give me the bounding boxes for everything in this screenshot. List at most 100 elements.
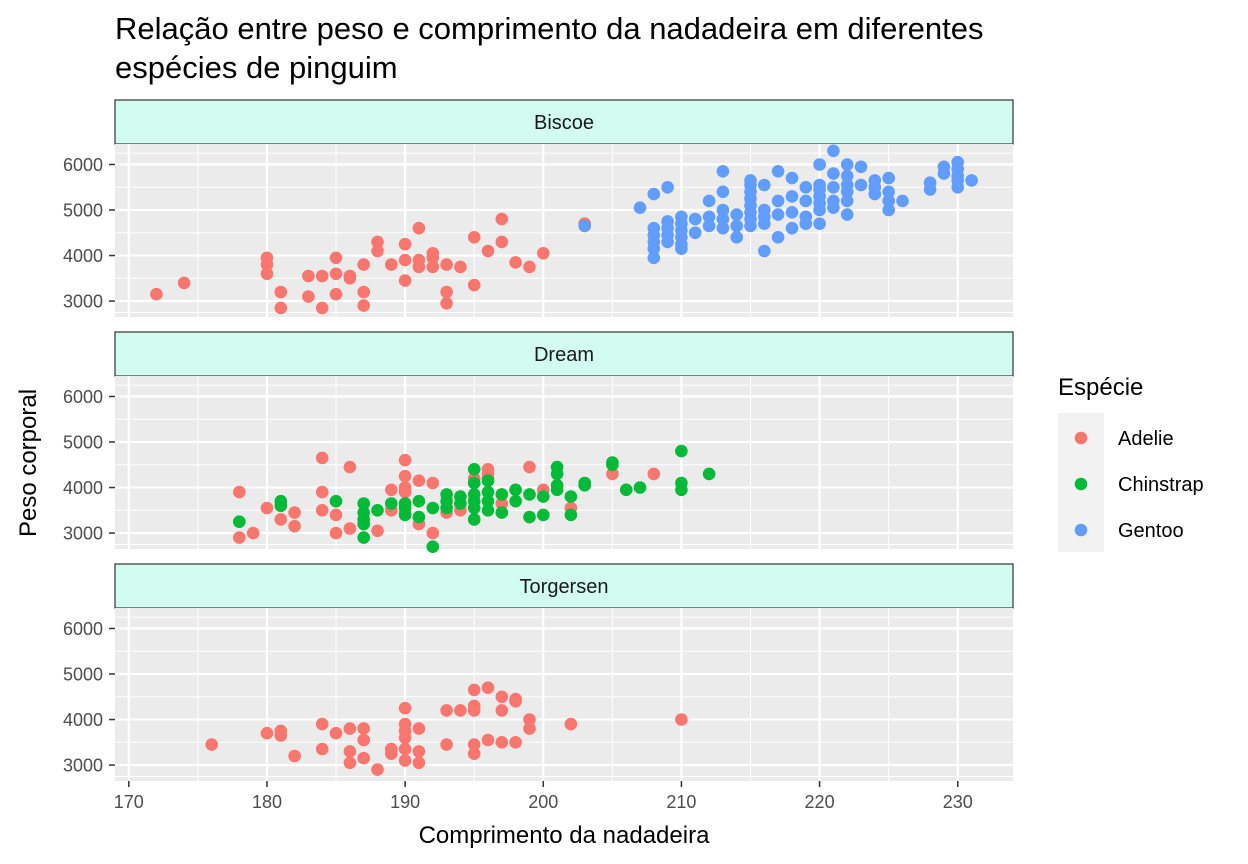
point-adelie bbox=[302, 269, 315, 283]
point-adelie bbox=[398, 731, 412, 745]
point-adelie bbox=[357, 299, 371, 312]
point-chinstrap bbox=[675, 483, 688, 497]
point-chinstrap bbox=[619, 483, 633, 497]
point-gentoo bbox=[785, 171, 799, 185]
point-gentoo bbox=[647, 242, 661, 255]
point-adelie bbox=[315, 742, 329, 756]
point-gentoo bbox=[882, 203, 895, 217]
legend-title: Espécie bbox=[1058, 374, 1143, 401]
point-gentoo bbox=[840, 185, 854, 199]
facet-torgersen: Torgersen 3000 4000 5000 6000 bbox=[63, 563, 1014, 781]
point-gentoo bbox=[702, 210, 716, 224]
point-adelie bbox=[260, 501, 274, 515]
point-chinstrap bbox=[467, 513, 481, 526]
point-gentoo bbox=[771, 231, 785, 244]
point-gentoo bbox=[661, 235, 674, 249]
point-adelie bbox=[260, 258, 274, 271]
point-adelie bbox=[537, 247, 550, 260]
point-gentoo bbox=[785, 206, 799, 219]
point-adelie bbox=[274, 513, 288, 526]
point-adelie bbox=[467, 683, 481, 697]
point-adelie bbox=[440, 738, 453, 751]
point-gentoo bbox=[854, 178, 868, 192]
point-chinstrap bbox=[537, 490, 550, 503]
point-adelie bbox=[398, 274, 412, 287]
point-gentoo bbox=[758, 217, 771, 230]
point-adelie bbox=[440, 297, 453, 310]
point-chinstrap bbox=[371, 504, 384, 517]
point-adelie bbox=[412, 221, 426, 235]
point-chinstrap bbox=[454, 497, 467, 510]
point-adelie bbox=[385, 483, 398, 497]
point-adelie bbox=[454, 704, 467, 717]
point-adelie bbox=[467, 231, 481, 244]
point-chinstrap bbox=[675, 444, 688, 458]
point-gentoo bbox=[813, 217, 826, 230]
point-gentoo bbox=[647, 187, 661, 201]
y-tick-label: 4000 bbox=[63, 478, 103, 498]
point-gentoo bbox=[785, 190, 799, 203]
point-adelie bbox=[412, 722, 426, 735]
point-gentoo bbox=[688, 226, 702, 240]
facet-strip-label: Biscoe bbox=[534, 112, 594, 134]
point-adelie bbox=[329, 287, 343, 301]
point-chinstrap bbox=[274, 499, 288, 513]
point-adelie bbox=[481, 244, 495, 258]
legend-label-chinstrap: Chinstrap bbox=[1118, 474, 1204, 496]
legend: Espécie Adelie Chinstrap Gentoo bbox=[1058, 374, 1204, 552]
point-adelie bbox=[343, 460, 357, 474]
point-chinstrap bbox=[537, 508, 550, 522]
point-adelie bbox=[315, 451, 329, 465]
point-adelie bbox=[398, 742, 412, 756]
point-chinstrap bbox=[481, 494, 495, 508]
y-tick-label: 3000 bbox=[63, 292, 103, 312]
point-adelie bbox=[288, 506, 301, 519]
point-adelie bbox=[412, 260, 426, 274]
point-gentoo bbox=[813, 158, 826, 171]
point-adelie bbox=[329, 267, 343, 281]
point-adelie bbox=[509, 736, 522, 749]
point-gentoo bbox=[730, 208, 743, 221]
point-adelie bbox=[343, 272, 357, 285]
legend-key-adelie bbox=[1074, 431, 1088, 445]
point-adelie bbox=[467, 704, 481, 717]
point-adelie bbox=[509, 695, 522, 708]
x-tick-label: 190 bbox=[390, 792, 420, 812]
point-adelie bbox=[440, 704, 453, 717]
point-adelie bbox=[467, 738, 481, 751]
legend-label-gentoo: Gentoo bbox=[1118, 520, 1184, 542]
point-gentoo bbox=[716, 203, 730, 217]
point-gentoo bbox=[661, 181, 674, 194]
x-tick-label: 170 bbox=[114, 792, 144, 812]
point-chinstrap bbox=[509, 483, 522, 497]
x-axis-title: Comprimento da nadadeira bbox=[419, 822, 710, 849]
point-chinstrap bbox=[385, 497, 398, 510]
point-chinstrap bbox=[564, 490, 578, 503]
point-gentoo bbox=[840, 158, 854, 171]
point-adelie bbox=[398, 237, 412, 251]
facet-strip bbox=[114, 331, 1014, 377]
point-chinstrap bbox=[467, 463, 481, 476]
point-chinstrap bbox=[633, 481, 647, 494]
point-adelie bbox=[495, 212, 509, 226]
point-adelie bbox=[647, 467, 661, 481]
point-adelie bbox=[371, 524, 384, 538]
point-chinstrap bbox=[523, 488, 536, 501]
point-adelie bbox=[467, 278, 481, 292]
point-gentoo bbox=[702, 194, 716, 208]
point-adelie bbox=[564, 717, 578, 731]
point-adelie bbox=[343, 756, 357, 770]
point-chinstrap bbox=[467, 476, 481, 490]
point-adelie bbox=[398, 754, 412, 767]
point-chinstrap bbox=[357, 497, 371, 510]
panel-background bbox=[115, 608, 1013, 781]
x-tick-label: 230 bbox=[943, 792, 973, 812]
point-chinstrap bbox=[550, 483, 564, 497]
point-gentoo bbox=[854, 160, 868, 174]
point-adelie bbox=[495, 235, 509, 249]
point-gentoo bbox=[827, 167, 840, 180]
point-chinstrap bbox=[357, 517, 371, 531]
point-adelie bbox=[412, 756, 426, 770]
point-adelie bbox=[426, 476, 440, 490]
chart-title-line-1: Relação entre peso e comprimento da nada… bbox=[115, 11, 984, 46]
